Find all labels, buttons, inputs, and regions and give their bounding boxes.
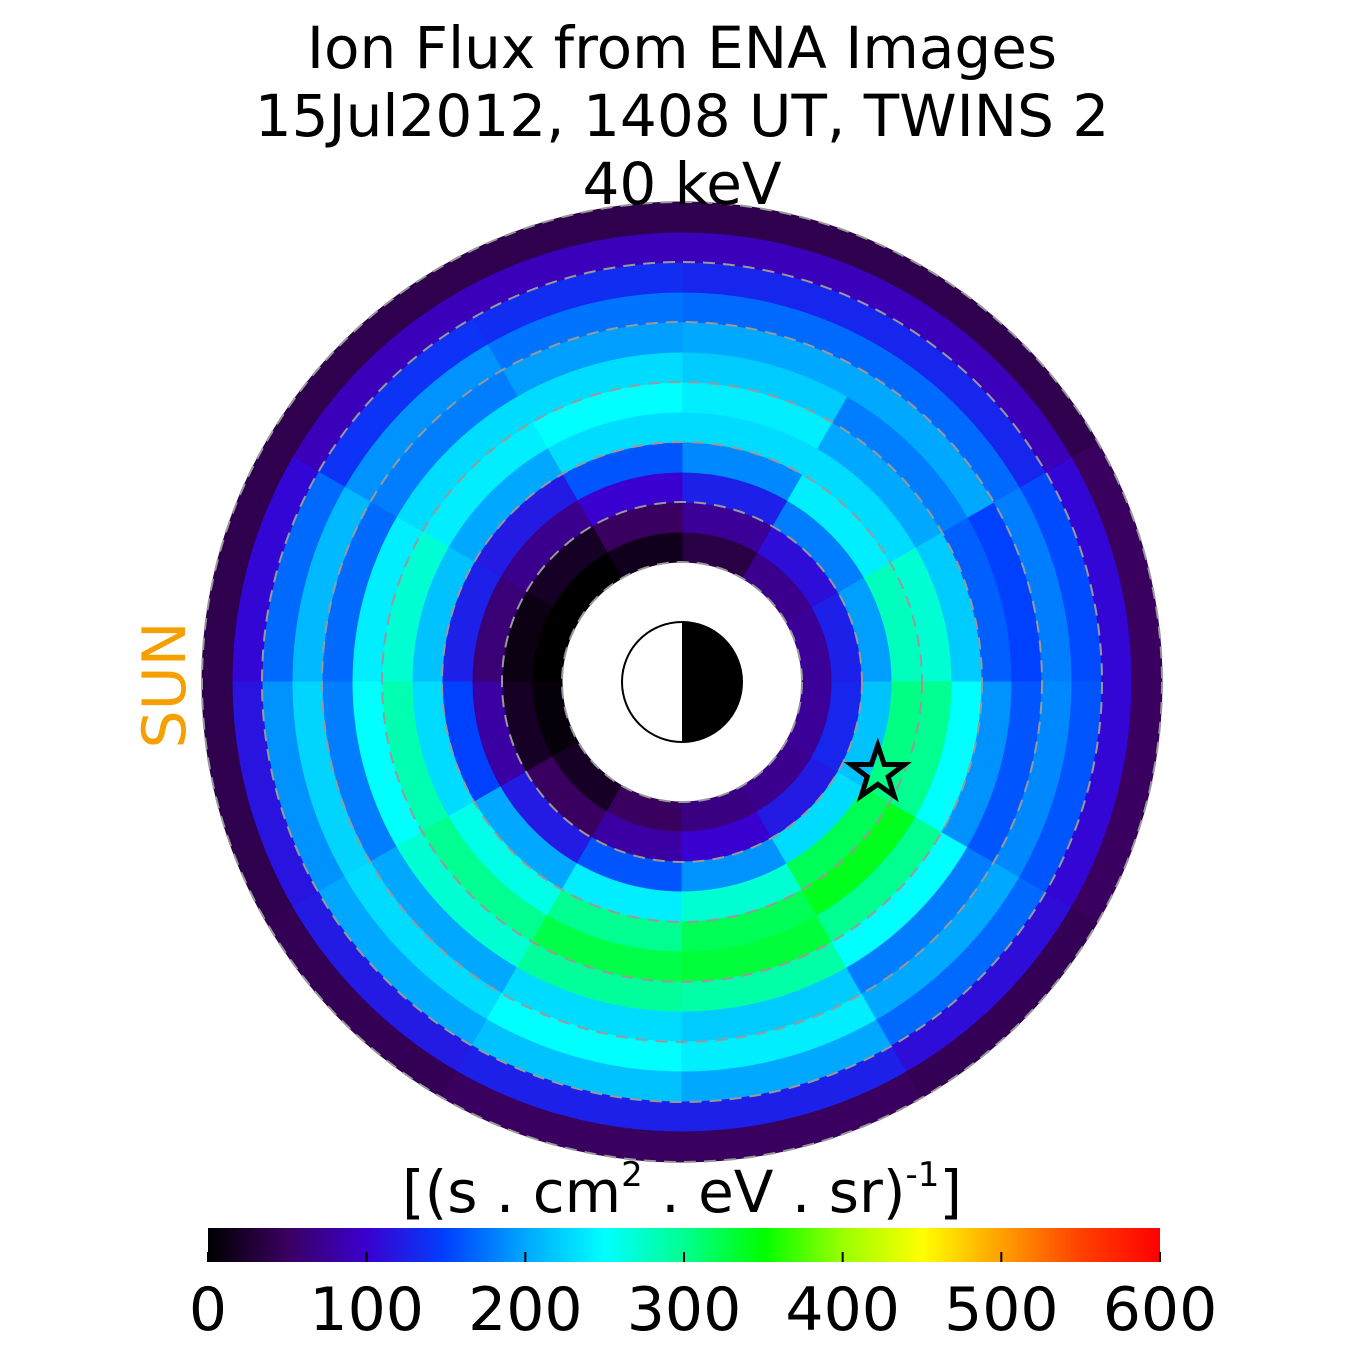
- colorbar-tick-label: 300: [627, 1275, 742, 1345]
- chart-title: 15Jul2012, 1408 UT, TWINS 2: [255, 82, 1109, 150]
- colorbar-tick-label: 0: [189, 1275, 227, 1345]
- colorbar-tick-label: 100: [309, 1275, 424, 1345]
- colorbar-label: [(s . cm2 . eV . sr)-1]: [402, 1155, 962, 1226]
- earth-night: [682, 622, 742, 742]
- star-marker: [843, 737, 912, 803]
- colorbar-label-part: -1: [905, 1155, 939, 1195]
- colorbar-tick-label: 400: [785, 1275, 900, 1345]
- ring-grid-line: [441, 441, 923, 923]
- chart-title: Ion Flux from ENA Images: [307, 14, 1057, 82]
- colorbar-tick-label: 200: [468, 1275, 583, 1345]
- colorbar-tick-label: 600: [1103, 1275, 1218, 1345]
- ring-grid-line: [561, 561, 803, 803]
- colorbar-tick-label: 500: [944, 1275, 1059, 1345]
- side-label: SUN: [130, 622, 200, 749]
- ring-grid-line: [501, 501, 863, 863]
- chart-title: 40 keV: [582, 150, 781, 218]
- rings: [201, 201, 1163, 1163]
- ring-grid-line: [201, 201, 1163, 1163]
- colorbar-label-part: . eV . sr): [643, 1158, 906, 1226]
- colorbar-label-part: ]: [939, 1158, 962, 1226]
- ring-grid-line: [381, 381, 983, 983]
- colorbar-label-part: 2: [621, 1155, 643, 1195]
- ring-grid-line: [321, 321, 1043, 1043]
- ring-grid-line: [261, 261, 1103, 1103]
- colorbar-label-part: [(s . cm: [402, 1158, 621, 1226]
